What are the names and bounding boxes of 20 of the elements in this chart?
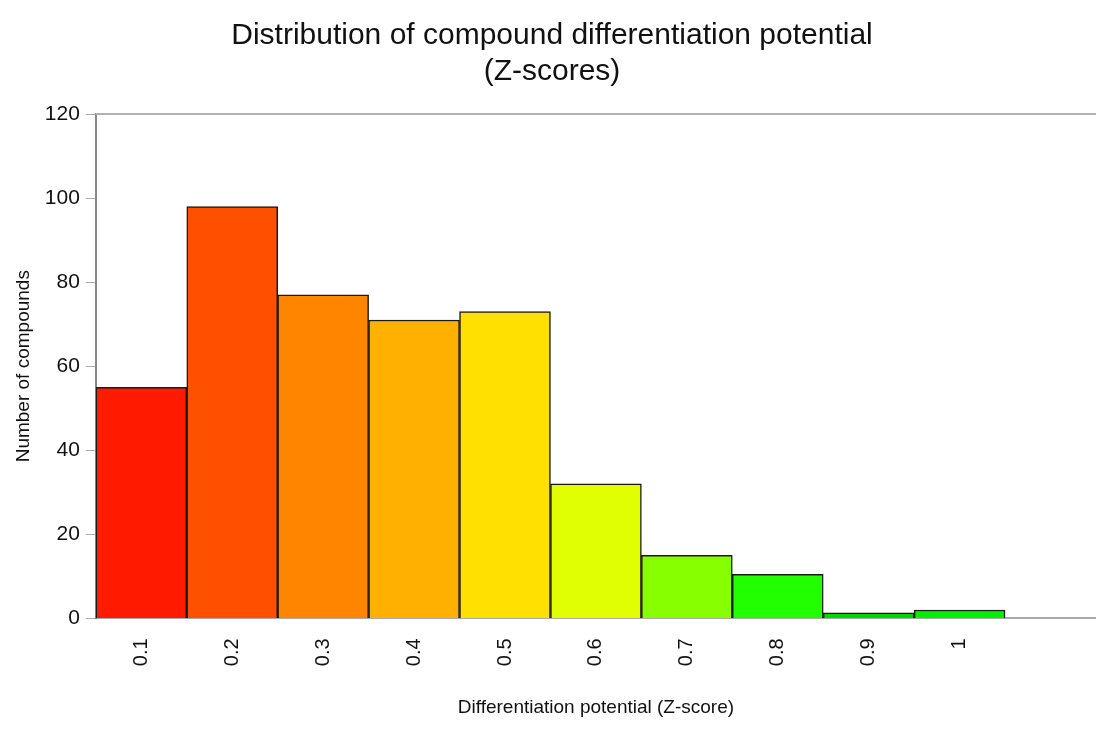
y-tick-label: 80 xyxy=(56,268,80,292)
chart-title: Distribution of compound differentiation potential (Z-scores) xyxy=(231,17,873,87)
x-tick-label: 0.7 xyxy=(674,638,697,667)
y-tick-label: 0 xyxy=(68,605,80,629)
x-tick-label: 0.1 xyxy=(128,638,151,667)
x-tick-label: 0.2 xyxy=(219,638,242,667)
x-tick-label: 0.4 xyxy=(401,638,424,667)
x-tick-label: 0.6 xyxy=(583,638,606,667)
x-tick-label: 1 xyxy=(947,638,970,650)
y-tick-label: 100 xyxy=(44,184,80,208)
y-axis-title: Number of compounds xyxy=(11,270,33,463)
x-tick-label: 0.8 xyxy=(765,638,788,667)
y-tick-label: 120 xyxy=(44,100,80,124)
y-tick-label: 20 xyxy=(56,521,80,545)
x-tick-label: 0.5 xyxy=(492,638,515,667)
x-axis-title: Differentiation potential (Z-score) xyxy=(457,695,735,717)
x-tick-label: 0.3 xyxy=(310,638,333,667)
x-tick-label: 0.9 xyxy=(856,638,879,667)
y-tick-label: 60 xyxy=(56,353,80,376)
y-tick-label: 40 xyxy=(56,437,80,461)
